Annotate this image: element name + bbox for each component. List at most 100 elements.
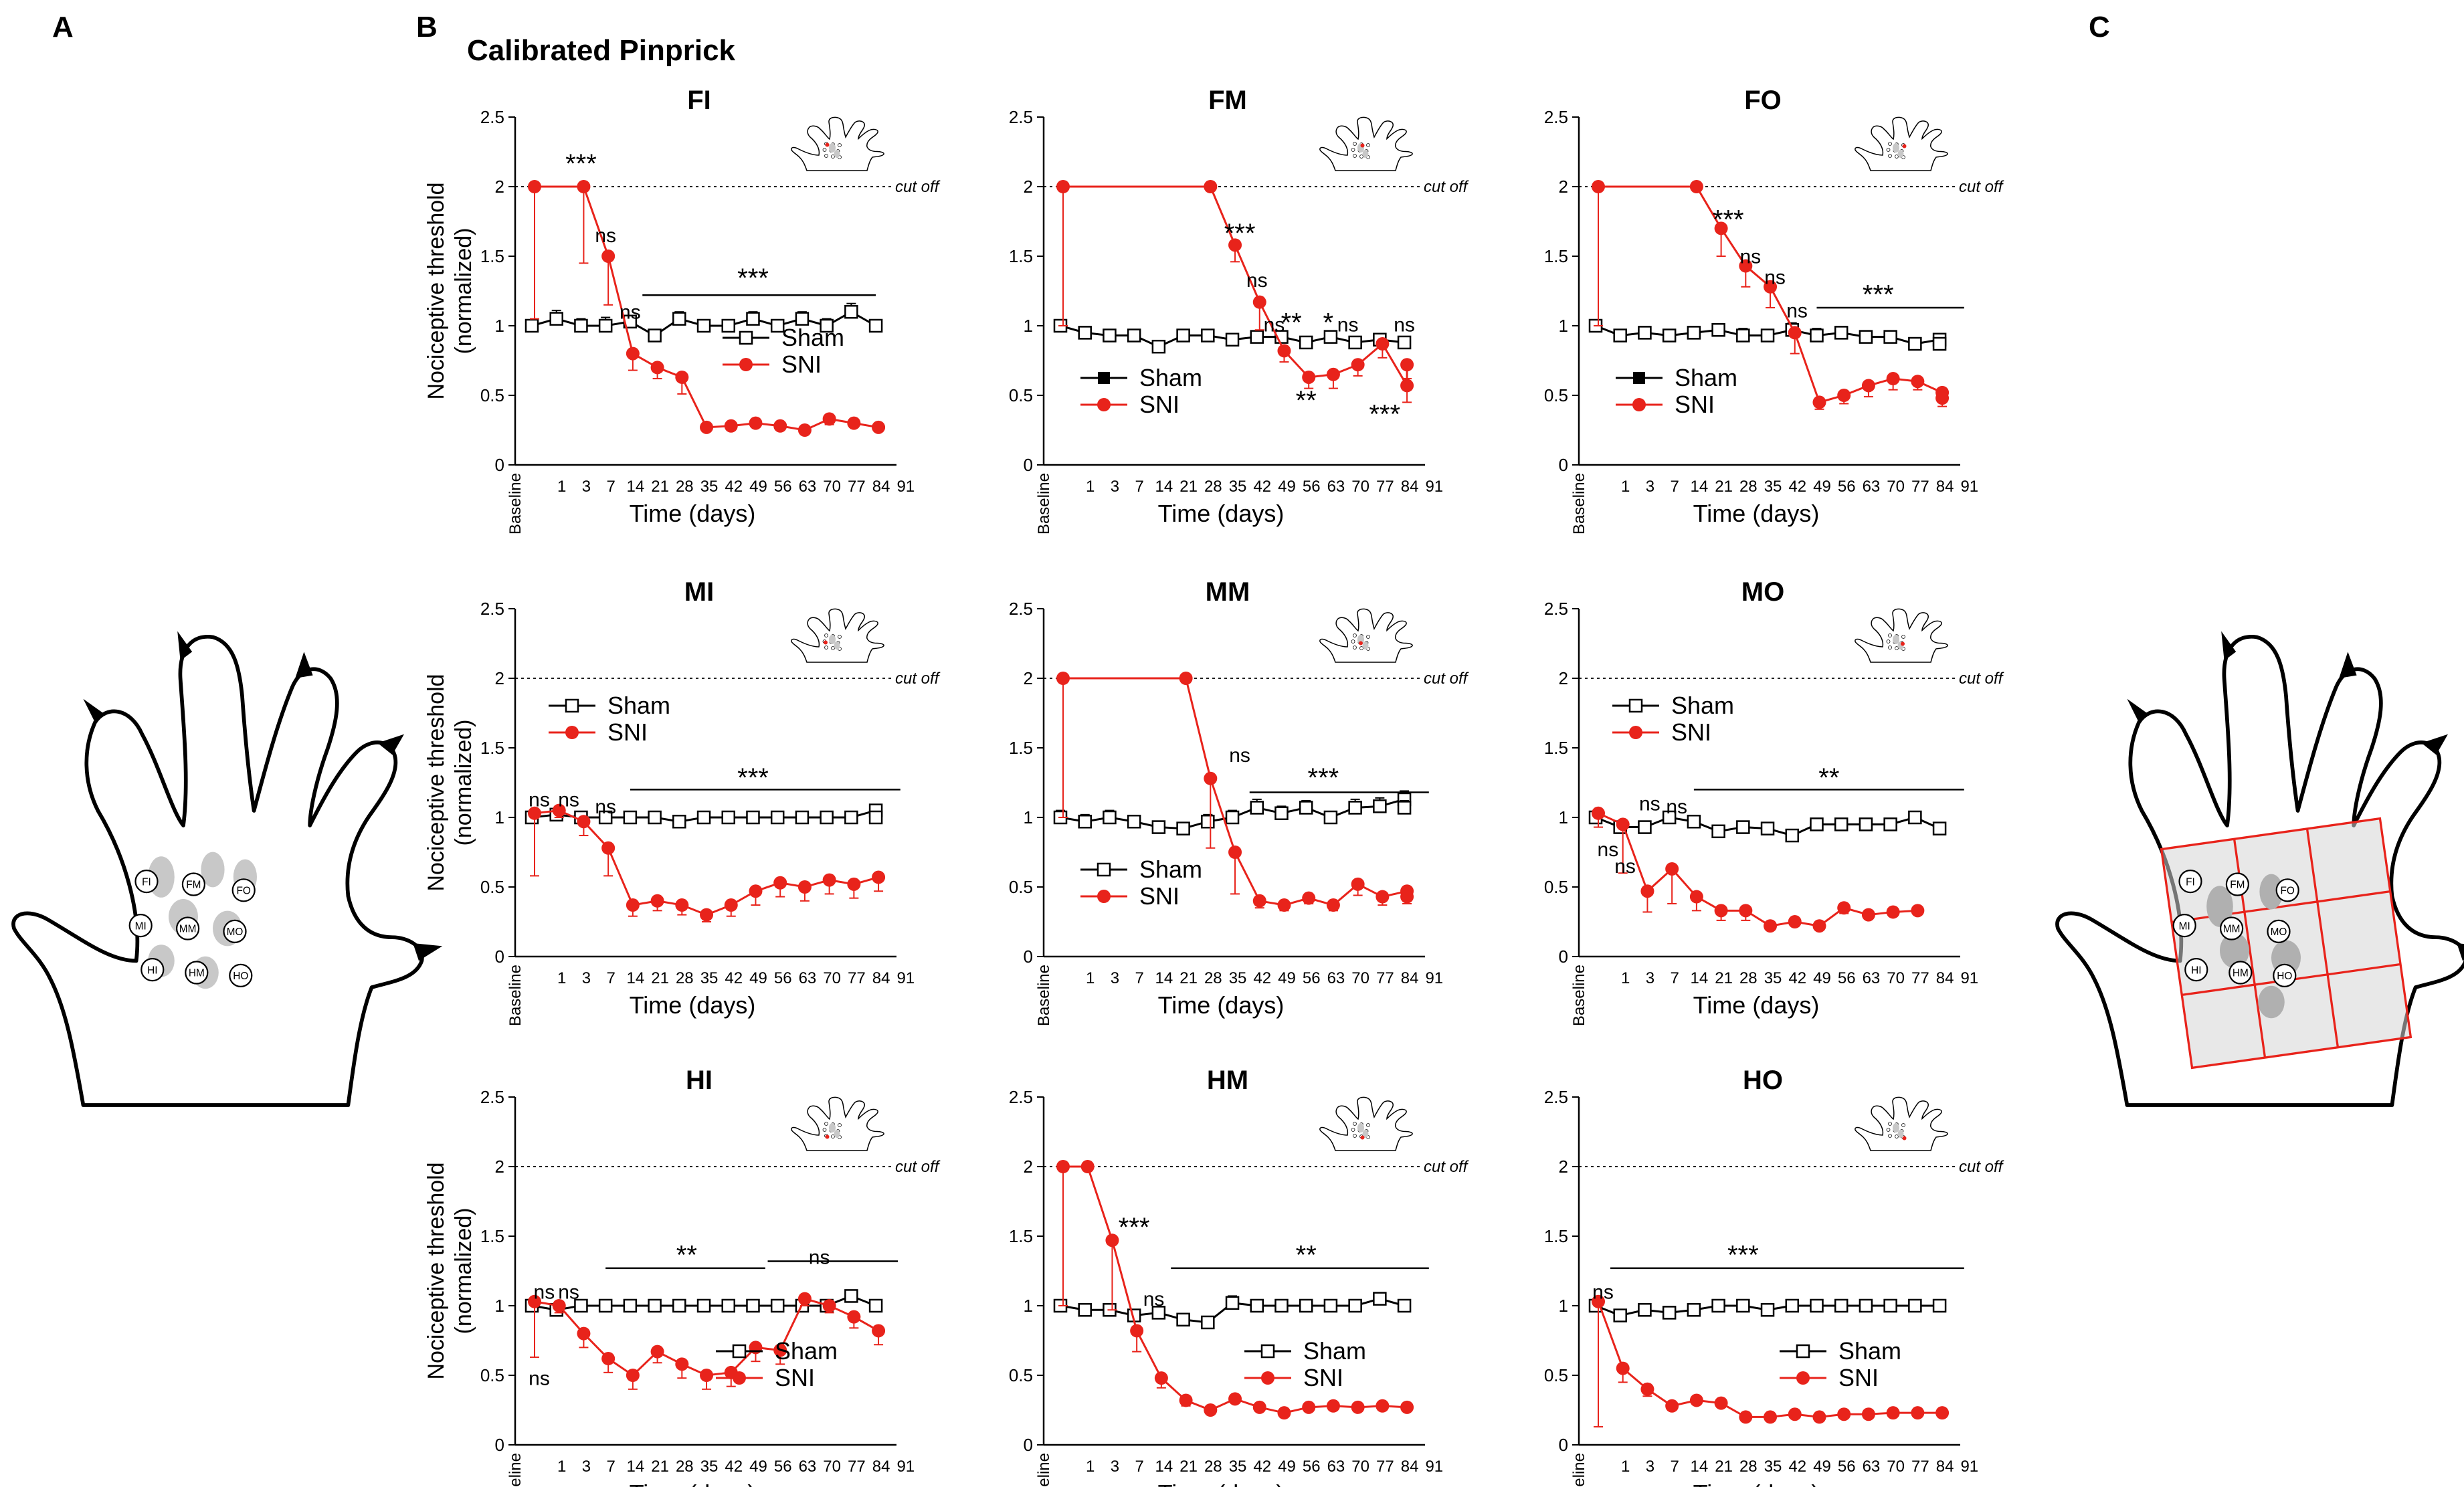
chart-title: MO — [1741, 577, 1784, 607]
y-tick-label: 2.5 — [1544, 107, 1568, 127]
x-tick-label: 42 — [1253, 969, 1271, 987]
site-circle-icon — [128, 914, 153, 938]
hand-outline-icon — [1855, 608, 1948, 663]
sham-point — [1127, 814, 1141, 829]
hand-outline-icon — [1319, 608, 1413, 663]
sham-point — [795, 810, 810, 825]
sham-point — [746, 1298, 760, 1313]
sham-point — [1103, 810, 1117, 825]
sham-point — [1810, 328, 1824, 342]
sham-point — [770, 810, 785, 825]
sni-point — [626, 346, 640, 361]
chart-title: FO — [1744, 86, 1782, 115]
sham-point — [696, 810, 711, 825]
y-tick-label: 1.5 — [1544, 738, 1568, 758]
sni-point — [847, 877, 861, 891]
red-site-dot-icon — [825, 142, 830, 147]
site-circle-icon — [1353, 633, 1357, 637]
chart-title: FM — [1208, 86, 1247, 115]
x-tick-label: 70 — [823, 1458, 841, 1476]
x-tick-label: 42 — [725, 478, 743, 496]
sni-point — [1935, 1406, 1950, 1420]
sni-point — [1812, 395, 1826, 409]
sham-point — [1348, 335, 1362, 350]
site-circle-icon — [2229, 961, 2253, 985]
sni-point — [528, 1294, 541, 1308]
x-tick-label: 49 — [749, 478, 767, 496]
sni-point — [552, 803, 566, 817]
significance-label: ns — [1614, 856, 1636, 878]
site-label: MO — [2271, 926, 2287, 938]
sham-line — [531, 809, 877, 823]
sni-point — [1714, 221, 1728, 235]
cutoff-label: cut off — [1959, 178, 2004, 196]
cutoff-label: cut off — [895, 178, 941, 196]
x-tick-label: 77 — [1376, 478, 1394, 496]
legend-sni-label: SNI — [1139, 882, 1179, 910]
x-tick-label: 35 — [700, 1458, 719, 1476]
y-tick-label: 1.5 — [1009, 1226, 1033, 1246]
significance-label: *** — [737, 264, 769, 293]
sni-point — [1228, 1392, 1242, 1406]
sni-point — [675, 1357, 689, 1371]
sham-point — [1859, 1298, 1873, 1313]
x-tick-label: 84 — [1401, 969, 1419, 987]
y-tick-label: 2 — [1024, 668, 1033, 688]
x-tick-label: 28 — [676, 478, 694, 496]
significance-label: *** — [737, 763, 769, 793]
x-tick-label: 21 — [651, 969, 669, 987]
x-tick-label: 56 — [1303, 969, 1321, 987]
sham-point — [672, 312, 686, 326]
y-tick-label: 2 — [1559, 668, 1568, 688]
sni-point — [1861, 908, 1875, 922]
x-tick-label: 3 — [1111, 478, 1119, 496]
sni-point — [822, 873, 836, 887]
x-tick-label: 84 — [1401, 478, 1419, 496]
y-tick-label: 0 — [1024, 1435, 1033, 1455]
site-circle-icon — [838, 635, 842, 639]
x-tick-label: 28 — [1204, 478, 1222, 496]
skin-patch-icon — [829, 1123, 836, 1132]
sham-point — [1810, 817, 1824, 831]
x-tick-label: 35 — [700, 478, 719, 496]
sni-point — [822, 1299, 836, 1312]
y-tick-label: 2.5 — [1009, 107, 1033, 127]
x-tick-label: 56 — [774, 969, 792, 987]
legend-sham-label: Sham — [1139, 364, 1202, 391]
sni-point — [650, 894, 664, 908]
sni-point — [1764, 280, 1778, 294]
sham-point — [574, 1298, 588, 1313]
site-circle-icon — [2184, 958, 2208, 982]
x-tick-label: 3 — [1111, 969, 1119, 987]
sham-point — [1908, 1298, 1922, 1313]
site-label: FM — [2230, 880, 2245, 891]
skin-patch-icon — [1893, 635, 1899, 644]
sham-point — [648, 328, 662, 342]
sham-point — [1908, 336, 1922, 351]
x-tick-label: 21 — [651, 478, 669, 496]
significance-label: ** — [1296, 1241, 1317, 1270]
panel-label-a: A — [52, 11, 74, 43]
sham-point — [1373, 799, 1387, 813]
x-axis-label: Time (days) — [1693, 500, 1820, 527]
x-tick-label: 3 — [1111, 1458, 1119, 1476]
sham-point — [844, 1289, 858, 1303]
sham-point — [574, 318, 588, 333]
y-tick-label: 1 — [1559, 1296, 1568, 1316]
x-tick-label: 35 — [700, 969, 719, 987]
x-tick-label: 63 — [1863, 969, 1881, 987]
y-tick-label: 0.5 — [1009, 385, 1033, 405]
sni-point — [1739, 904, 1753, 918]
sham-point — [1201, 1315, 1215, 1330]
hand-outline-icon — [791, 608, 884, 663]
significance-label: ns — [1229, 745, 1250, 767]
sham-point — [1299, 801, 1313, 815]
significance-label: ** — [676, 1241, 697, 1270]
site-circle-icon — [822, 1128, 827, 1132]
sham-point — [1323, 810, 1338, 825]
x-tick-label: 1 — [1621, 478, 1630, 496]
x-tick-label: Baseline — [506, 1453, 525, 1487]
sham-point — [1348, 1298, 1362, 1313]
sham-point — [868, 318, 883, 333]
